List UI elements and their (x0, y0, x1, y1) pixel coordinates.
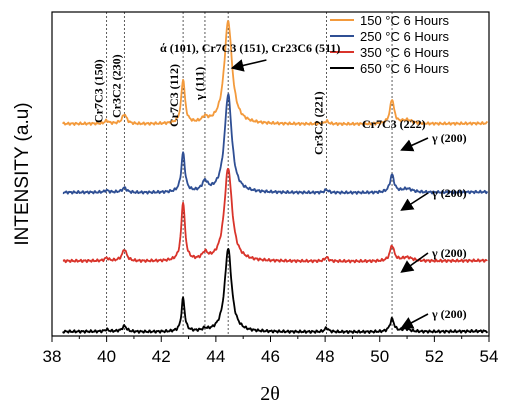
x-tick-label: 42 (152, 347, 171, 366)
x-axis-ticks: 38 40 42 44 46 48 50 52 54 (43, 336, 499, 366)
label-gamma-200: γ (200) (431, 246, 467, 260)
series-line (62, 93, 489, 195)
label-gamma-200: γ (200) (431, 131, 467, 145)
x-tick-label: 52 (425, 347, 444, 366)
legend-label: 150 °C 6 Hours (360, 13, 450, 28)
annotation-arrow (400, 252, 429, 273)
series-line (62, 167, 488, 264)
series-line (62, 248, 489, 334)
series-layer (62, 20, 489, 334)
x-tick-label: 46 (261, 347, 280, 366)
label-cr3c2-221: Cr3C2 (221) (311, 91, 325, 155)
reference-lines (106, 12, 393, 336)
y-axis-label: INTENSITY (a.u) (12, 102, 33, 245)
x-tick-label: 40 (97, 347, 116, 366)
label-cr3c2-230: Cr3C2 (230) (109, 54, 123, 118)
label-cr7c3-112: Cr7C3 (112) (167, 64, 181, 127)
x-tick-label: 48 (316, 347, 335, 366)
annotation-arrow (400, 192, 429, 211)
label-cr7c3-150: Cr7C3 (150) (92, 59, 106, 123)
label-gamma-200: γ (200) (431, 307, 467, 321)
label-cr7c3-222: Cr7C3 (222) (362, 117, 426, 131)
series-line (62, 20, 489, 127)
label-gamma-200: γ (200) (431, 186, 467, 200)
legend-label: 350 °C 6 Hours (360, 45, 450, 60)
x-axis-label: 2θ (260, 383, 280, 405)
x-tick-label: 44 (206, 347, 225, 366)
annotation-arrow (230, 59, 267, 72)
label-alpha-peak: ά (101), Cr7C3 (151), Cr23C6 (511) (160, 41, 340, 55)
annotations: Cr7C3 (150) Cr3C2 (230) Cr7C3 (112) γ (111)… (92, 41, 467, 329)
label-gamma-111: γ (111) (193, 67, 207, 101)
annotation-arrow (400, 137, 429, 152)
x-tick-label: 50 (370, 347, 389, 366)
legend-label: 250 °C 6 Hours (360, 29, 450, 44)
x-tick-label: 38 (43, 347, 62, 366)
legend-label: 650 °C 6 Hours (360, 61, 450, 76)
annotation-arrow (400, 313, 429, 329)
x-tick-label: 54 (480, 347, 499, 366)
